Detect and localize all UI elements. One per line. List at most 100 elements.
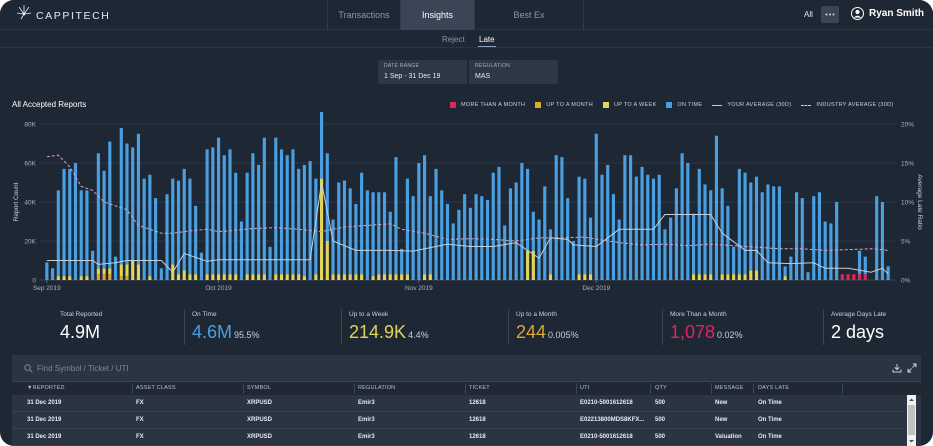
legend-your-average[interactable]: YOUR AVERAGE (30D) (712, 102, 791, 108)
main-tabs: Transactions Insights Best Ex (327, 0, 584, 30)
scroll-up-icon[interactable] (907, 397, 916, 403)
expand-icon[interactable] (907, 363, 917, 373)
subtab-late[interactable]: Late (479, 35, 495, 44)
bar-up-to-month (125, 276, 129, 280)
scrollbar-thumb[interactable] (908, 405, 915, 435)
table-row[interactable]: 31 Dec 2019 FX XRPUSD Emir3 12618 E0210-… (12, 429, 906, 446)
bar-up-to-week (297, 274, 301, 280)
brand-logo[interactable]: CAPPITECH (16, 4, 111, 22)
bar-up-to-week (360, 274, 364, 280)
bar-more-than-month (840, 274, 844, 280)
top-navigation: CAPPITECH Transactions Insights Best Ex … (0, 0, 933, 30)
bar-on-time (709, 190, 713, 275)
bar-on-time (154, 198, 158, 280)
cell-symbol: XRPUSD (247, 434, 273, 440)
bar-up-to-month (102, 274, 106, 280)
bar-on-time (148, 174, 152, 277)
bar-up-to-week (588, 274, 593, 280)
regulation-value: MAS (475, 73, 491, 80)
legend-up-to-week[interactable]: UP TO A WEEK (602, 102, 656, 108)
tab-best-ex[interactable]: Best Ex (474, 0, 584, 30)
column-header-symbol[interactable]: SYMBOL (247, 385, 272, 391)
subtab-reject[interactable]: Reject (442, 35, 465, 44)
bar-up-to-week (400, 274, 404, 280)
cell-days-late: On Time (758, 434, 782, 440)
legend-label: UP TO A MONTH (546, 102, 593, 108)
bar-on-time (319, 112, 324, 179)
bar-on-time (680, 153, 684, 280)
legend-more-than-month[interactable]: MORE THAN A MONTH (450, 102, 525, 108)
stat-value: 1,078 0.02% (670, 322, 743, 343)
legend-swatch (666, 102, 673, 108)
bar-on-time (325, 153, 329, 241)
stat-value: 2 days (831, 322, 886, 343)
legend-label: INDUSTRY AVERAGE (30D) (816, 102, 894, 108)
column-separator (243, 383, 244, 394)
bar-up-to-week (337, 274, 341, 280)
bar-on-time (617, 219, 621, 280)
stat-up-to-week: Up to a Week 214.9K 4.4% (349, 311, 429, 343)
legend-up-to-month[interactable]: UP TO A MONTH (535, 102, 593, 108)
regulation-filter[interactable]: REGULATION MAS (469, 60, 558, 84)
column-header-days-late[interactable]: DAYS LATE (758, 385, 790, 391)
bar-on-time (262, 137, 266, 275)
bar-on-time (360, 172, 364, 275)
column-header-qty[interactable]: QTY (655, 385, 667, 391)
table-row[interactable]: 31 Dec 2019 FX XRPUSD Emir3 12618 E0210-… (12, 395, 906, 412)
stat-percent: 4.4% (408, 330, 429, 340)
bar-up-to-week (428, 274, 432, 280)
tab-insights[interactable]: Insights (400, 0, 474, 30)
bar-on-time (795, 192, 799, 280)
bar-up-to-week (726, 274, 730, 280)
date-range-value: 1 Sep - 31 Dec 19 (384, 73, 441, 80)
column-header-asset-class[interactable]: ASSET CLASS (136, 385, 176, 391)
stat-number: 2 days (831, 322, 885, 342)
bar-up-to-week (148, 276, 152, 280)
user-menu[interactable]: Ryan Smith (851, 7, 924, 20)
table-row[interactable]: 31 Dec 2019 FX XRPUSD Emir3 12618 E02213… (12, 412, 906, 429)
stat-number: 214.9K (349, 322, 407, 342)
cell-regulation: Emir3 (358, 434, 375, 440)
column-separator (132, 383, 133, 394)
table-scrollbar[interactable] (907, 395, 916, 446)
bar-on-time (194, 205, 198, 275)
bar-up-to-week (405, 274, 409, 280)
bar-on-time (451, 223, 455, 280)
legend-industry-average[interactable]: INDUSTRY AVERAGE (30D) (801, 102, 893, 108)
cell-ticket: 12618 (469, 400, 486, 406)
column-header-reported[interactable]: ▼REPORTED (27, 385, 65, 391)
more-options-button[interactable] (821, 6, 839, 23)
download-icon[interactable] (892, 363, 902, 373)
column-header-ticket[interactable]: TICKET (469, 385, 490, 391)
scroll-down-icon[interactable] (907, 438, 916, 444)
cell-days-late: On Time (758, 417, 782, 423)
legend-on-time[interactable]: ON TIME (666, 102, 702, 108)
bar-more-than-month (857, 274, 862, 280)
column-header-regulation[interactable]: REGULATION (358, 385, 396, 391)
bar-on-time (817, 192, 822, 280)
bar-on-time (526, 168, 530, 251)
bar-up-to-week (205, 274, 209, 280)
scope-selector[interactable]: All (804, 10, 813, 19)
bar-up-to-week (703, 274, 707, 280)
column-header-uti[interactable]: UTI (580, 385, 590, 391)
cell-message: New (715, 400, 728, 406)
bar-on-time (875, 196, 879, 280)
bar-up-to-week (583, 274, 587, 280)
cell-asset-class: FX (136, 400, 144, 406)
stat-percent: 95.5% (234, 330, 260, 340)
search-input[interactable]: Find Symbol / Ticket / UTI (37, 364, 129, 373)
date-range-filter[interactable]: DATE RANGE 1 Sep - 31 Dec 19 (378, 60, 467, 84)
tab-transactions[interactable]: Transactions (327, 0, 400, 30)
late-reports-chart[interactable]: 0 0% 20K 5% 40K 10% 60K 15% 80K 20% Report Count Av… (0, 112, 933, 302)
bar-on-time (400, 248, 404, 275)
bar-on-time (468, 207, 472, 280)
bar-on-time (606, 164, 610, 280)
bar-on-time (646, 174, 650, 280)
bar-on-time (291, 149, 295, 275)
bar-on-time (302, 164, 306, 277)
bar-up-to-week (319, 178, 324, 280)
subtab-active-indicator (478, 46, 496, 47)
bar-up-to-week (388, 274, 392, 280)
column-header-message[interactable]: MESSAGE (715, 385, 744, 391)
